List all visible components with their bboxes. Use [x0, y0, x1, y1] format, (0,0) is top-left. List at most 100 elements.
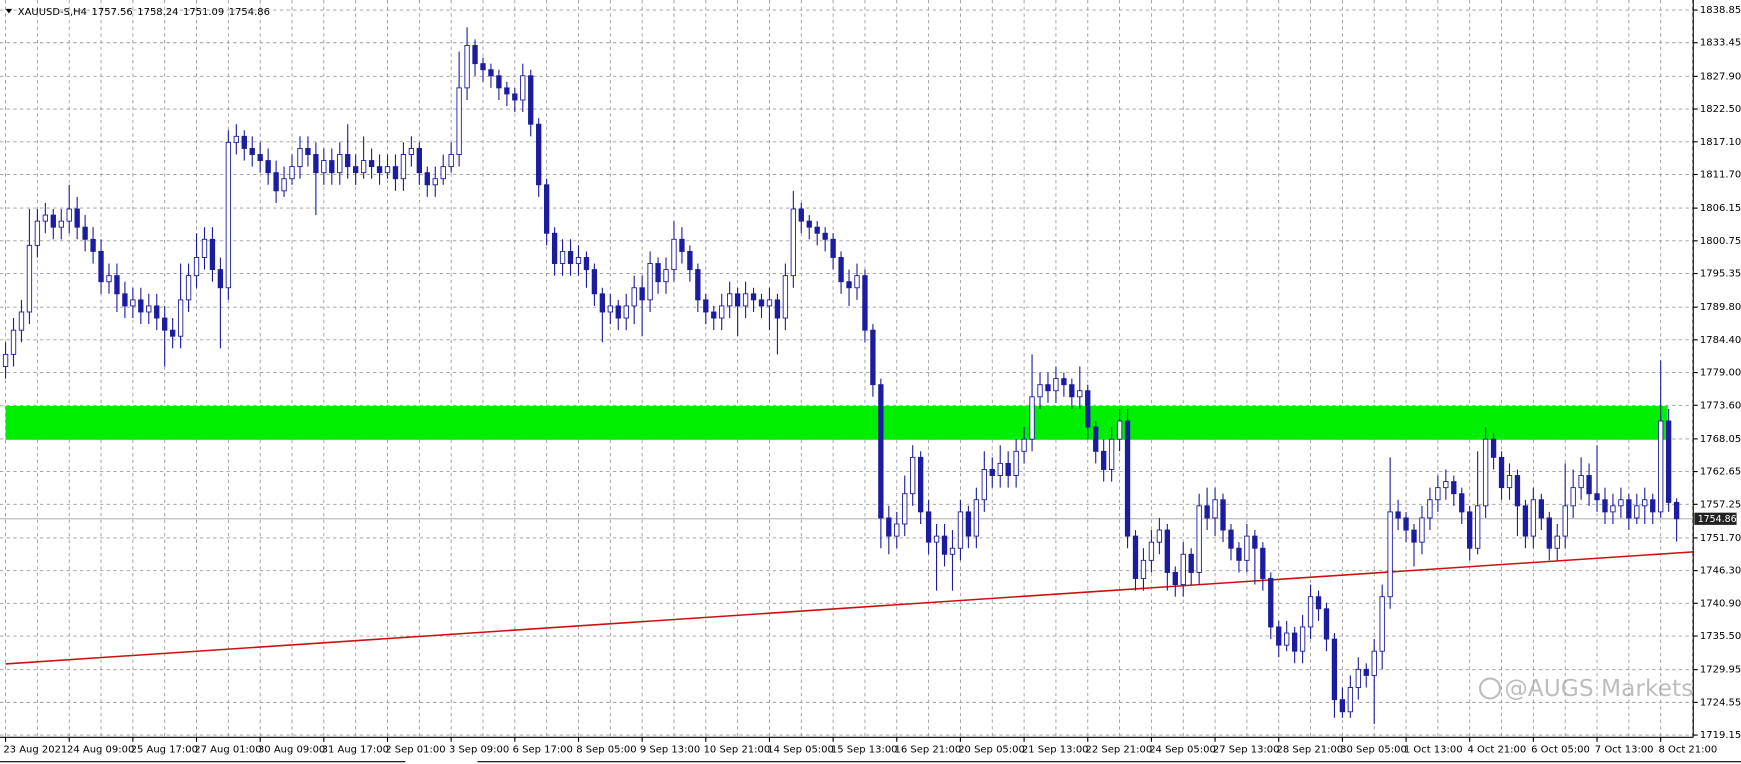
candle-body: [74, 208, 80, 228]
candle-body: [1626, 499, 1632, 519]
y-tick-label: 1806.15: [1700, 203, 1741, 214]
candle-body: [106, 275, 112, 283]
x-tick-label: 10 Sep 21:00: [704, 745, 771, 756]
x-tick-label: 22 Sep 21:00: [1086, 745, 1153, 756]
candle-body: [862, 275, 868, 331]
candle-body: [1506, 475, 1513, 489]
candle-body: [488, 69, 494, 77]
y-tick-label: 1811.70: [1700, 169, 1741, 180]
candle-body: [424, 172, 430, 186]
candle-body: [1037, 384, 1043, 398]
candle-body: [846, 281, 852, 289]
candle-body: [400, 154, 407, 180]
candle-body: [957, 511, 964, 549]
candle-body: [1586, 475, 1592, 495]
candle-body: [1228, 529, 1234, 549]
candle-body: [711, 311, 717, 319]
candle-body: [878, 384, 884, 519]
candle-body: [384, 166, 391, 174]
y-tick-label: 1729.95: [1700, 665, 1741, 676]
candle-body: [782, 275, 789, 319]
candle-body: [655, 263, 661, 283]
candle-body: [1522, 505, 1529, 537]
candle-body: [1244, 535, 1250, 561]
candle-body: [10, 329, 17, 355]
candle-body: [1467, 511, 1473, 549]
y-tick-label: 1817.10: [1700, 137, 1741, 148]
candle-body: [1538, 499, 1544, 519]
x-tick-label: 16 Sep 21:00: [895, 745, 962, 756]
y-tick-label: 1800.75: [1700, 236, 1741, 247]
candle-body: [933, 535, 940, 543]
candle-body: [464, 45, 470, 89]
candle-body: [870, 329, 876, 386]
candle-body: [1323, 608, 1330, 640]
candle-body: [1291, 632, 1298, 652]
candle-body: [512, 93, 518, 101]
candle-body: [1236, 547, 1242, 561]
y-tick-label: 1768.05: [1700, 434, 1741, 445]
candle-body: [193, 257, 200, 277]
trendline: [5, 551, 1694, 665]
y-tick-label: 1789.80: [1700, 302, 1741, 313]
y-tick-label: 1795.35: [1700, 269, 1741, 280]
candle-body: [1156, 529, 1163, 543]
candle-body: [575, 257, 582, 264]
candle-body: [416, 148, 423, 174]
candle-body: [1419, 517, 1425, 543]
candle-body: [894, 523, 900, 537]
candle-body: [607, 305, 613, 313]
candle-body: [1554, 535, 1560, 549]
candle-body: [90, 238, 96, 252]
candle-body: [973, 499, 980, 537]
candle-body: [504, 87, 510, 95]
candle-body: [1132, 535, 1139, 579]
candle-body: [392, 166, 399, 180]
candle-body: [1260, 547, 1266, 579]
candle-body: [122, 293, 128, 307]
price-label: 1754.86: [1698, 514, 1737, 525]
candle-body: [1379, 596, 1385, 652]
candle-body: [838, 257, 844, 283]
candle-body: [480, 63, 486, 71]
candle-body: [1029, 396, 1035, 440]
candle-body: [1665, 420, 1672, 503]
candle-body: [18, 311, 25, 331]
candle-body: [583, 257, 590, 271]
candle-body: [679, 238, 685, 252]
candle-body: [949, 547, 956, 555]
candle-body: [225, 141, 232, 289]
candle-body: [1498, 456, 1505, 489]
candle-body: [456, 87, 462, 155]
x-tick-label: 4 Oct 21:00: [1467, 745, 1526, 756]
candle-body: [138, 299, 144, 313]
candle-body: [1307, 596, 1314, 628]
candle-body: [989, 469, 995, 476]
candle-body: [66, 208, 72, 222]
candle-body: [257, 154, 263, 162]
candle-body: [162, 317, 168, 331]
candle-body: [734, 293, 741, 307]
candle-body: [34, 220, 41, 246]
y-tick-label: 1833.45: [1700, 38, 1741, 49]
candle-body: [265, 160, 271, 174]
candle-body: [981, 469, 987, 501]
y-tick-label: 1724.55: [1700, 697, 1741, 708]
candle-body: [695, 269, 701, 301]
candle-body: [639, 287, 645, 301]
x-tick-label: 27 Aug 01:00: [194, 745, 261, 756]
candle-body: [1005, 462, 1011, 476]
candle-body: [790, 208, 796, 277]
candle-body: [1077, 390, 1083, 398]
candle-body: [917, 456, 924, 513]
candle-body: [146, 305, 152, 313]
candle-body: [42, 214, 49, 222]
x-tick-label: 31 Aug 17:00: [322, 745, 389, 756]
candle-body: [1355, 668, 1361, 688]
candle-body: [902, 493, 908, 525]
candle-body: [1315, 596, 1322, 610]
x-tick-label: 24 Aug 09:00: [67, 745, 134, 756]
candle-body: [329, 160, 335, 174]
candle-body: [1085, 390, 1091, 428]
